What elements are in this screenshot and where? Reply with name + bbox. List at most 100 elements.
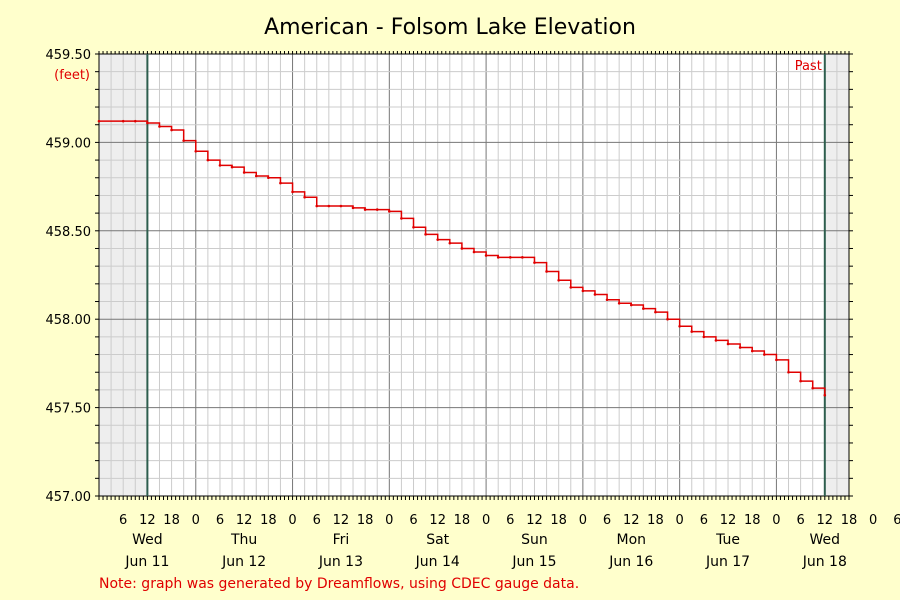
data-point [533,261,536,264]
data-point [787,370,790,374]
data-points [97,119,827,397]
data-point [97,119,101,123]
x-tick-label: 18 [454,513,471,528]
data-point [351,206,355,210]
chart-title: American - Folsom Lake Elevation [264,15,636,40]
data-point [388,210,391,213]
data-point [521,256,524,259]
x-tick-label: 12 [429,513,446,528]
y-tick-label: 459.00 [46,136,92,151]
day-weekday-label: Sun [521,532,548,548]
x-tick-label: 0 [192,513,200,528]
x-tick-label: 6 [506,513,514,528]
data-point [400,217,403,220]
data-point [460,247,464,250]
day-date-label: Jun 15 [511,554,556,570]
data-point [484,254,488,257]
x-tick-label: 12 [623,513,640,528]
y-tick-labels: 457.00 457.50 458.00 458.50 459.00 459.50 [46,48,92,505]
data-point [363,208,367,211]
plot-frame [98,53,850,497]
data-point [750,349,754,353]
data-point [569,286,573,289]
data-point [642,307,645,310]
data-point [545,270,548,273]
data-point [339,204,343,208]
data-point [218,164,222,167]
y-tick-label: 458.00 [46,313,92,328]
x-tick-label: 18 [647,513,664,528]
x-tick-label: 0 [772,513,780,528]
data-point [230,165,234,169]
day-date-label: Jun 16 [608,554,653,570]
past-label: Past [795,59,822,74]
data-point [617,301,621,305]
x-tick-label: 18 [260,513,277,528]
data-point [702,335,706,339]
data-point [412,225,415,229]
day-weekday-label: Sat [426,532,449,548]
x-tick-label: 12 [817,513,834,528]
x-tick-label: 6 [313,513,321,528]
data-point [121,119,125,123]
day-date-label: Jun 14 [415,554,460,570]
x-tick-label: 6 [796,513,804,528]
x-tick-label: 0 [869,513,877,528]
data-point [267,176,270,180]
data-point [775,358,778,362]
x-tick-label: 12 [139,513,156,528]
data-point [763,353,766,356]
y-tick-label: 457.00 [46,490,92,505]
day-weekday-label: Wed [132,532,163,548]
data-point [194,149,198,153]
x-tick-label: 0 [579,513,587,528]
data-point [593,293,597,296]
x-tick-label: 18 [841,513,858,528]
day-weekday-label: Wed [810,532,841,548]
data-point [279,181,282,185]
x-tick-label: 0 [288,513,296,528]
data-point [629,303,633,307]
x-tick-label: 6 [216,513,224,528]
data-point [375,208,379,211]
day-date-label: Jun 11 [124,554,169,570]
data-point [726,342,730,346]
data-point [508,256,512,259]
data-point [303,195,306,199]
y-tick-label: 457.50 [46,402,92,417]
day-date-label: Jun 12 [221,554,266,570]
data-point [738,346,742,349]
x-tick-label: 6 [893,513,900,528]
data-point [146,121,149,125]
data-point [654,310,657,314]
x-tick-label: 0 [385,513,393,528]
data-point [170,128,173,132]
data-point [581,289,585,293]
footnote: Note: graph was generated by Dreamflows,… [99,576,579,592]
x-tick-label: 0 [676,513,684,528]
data-point [424,233,427,236]
x-tick-label: 12 [333,513,350,528]
day-weekday-label: Mon [616,532,646,548]
data-point [472,250,476,254]
x-tick-label: 6 [603,513,611,528]
y-tick-label: 458.50 [46,225,92,240]
data-point [436,238,440,241]
data-point [315,204,319,208]
y-tick-label: 459.50 [46,48,92,63]
data-point [557,279,560,282]
data-point [254,174,258,178]
x-tick-label: 18 [744,513,761,528]
x-tick-label: 6 [119,513,127,528]
data-point [291,190,294,194]
x-tick-labels: 6 12 18 0 6 12 18 0 6 12 18 0 6 12 18 0 6 12 18 0 6 12 18 0 6 12 1… [119,513,900,528]
data-point [690,330,694,333]
x-tick-label: 6 [700,513,708,528]
day-weekday-label: Fri [333,532,350,548]
day-labels: Wed Jun 11 Thu Jun 12 Fri Jun 13 Sat Jun 14 Sun J… [124,532,847,570]
day-date-label: Jun 18 [802,554,847,570]
data-point [714,339,718,342]
data-point [811,386,815,390]
x-tick-label: 12 [236,513,253,528]
